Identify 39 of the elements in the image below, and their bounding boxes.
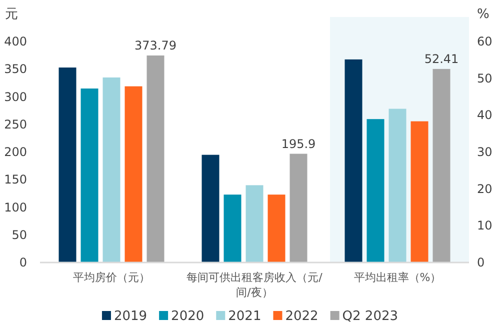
y-tick-label: 350	[4, 62, 27, 76]
data-label: 52.41	[424, 52, 459, 66]
data-label: 373.79	[134, 38, 176, 52]
y-tick-label: 50	[12, 228, 27, 242]
y2-axis-title: %	[477, 7, 490, 22]
y-tick-label: 400	[4, 34, 27, 48]
bar	[80, 88, 98, 262]
bar	[246, 185, 264, 262]
y2-tick-label: 40	[477, 108, 492, 122]
y2-tick-label: 10	[477, 218, 492, 233]
x-tick-label: 平均出租率（%）	[354, 271, 442, 284]
y2-tick-label: 20	[477, 182, 492, 196]
legend-label: 2020	[171, 309, 204, 324]
bar	[58, 68, 76, 262]
bar	[202, 154, 220, 262]
bar	[268, 194, 286, 262]
y2-tick-label: 30	[477, 145, 492, 159]
y2-tick-label: 50	[477, 71, 492, 86]
y-tick-label: 150	[4, 172, 27, 187]
y-tick-label: 300	[4, 90, 27, 104]
bar	[290, 154, 308, 262]
bar	[102, 77, 120, 262]
bar	[224, 194, 242, 262]
legend-label: 2021	[228, 309, 262, 324]
legend-label: 2019	[114, 309, 148, 324]
legend-label: Q2 2023	[342, 309, 398, 324]
y-tick-label: 0	[19, 256, 27, 270]
data-label: 195.9	[281, 136, 316, 151]
legend-label: 2022	[285, 309, 318, 324]
y-tick-label: 100	[4, 200, 27, 214]
y-tick-label: 200	[4, 145, 27, 159]
bar	[146, 55, 164, 262]
x-tick-label: 平均房价（元）	[73, 271, 150, 284]
y2-tick-label: 60	[477, 34, 492, 48]
y2-tick-label: 0	[477, 256, 485, 270]
x-tick-label: 每间可供出租客房收入（元/间/夜）	[186, 271, 323, 299]
bar	[124, 86, 142, 262]
y-axis-title: 元	[5, 7, 18, 22]
y-tick-label: 250	[4, 117, 27, 132]
